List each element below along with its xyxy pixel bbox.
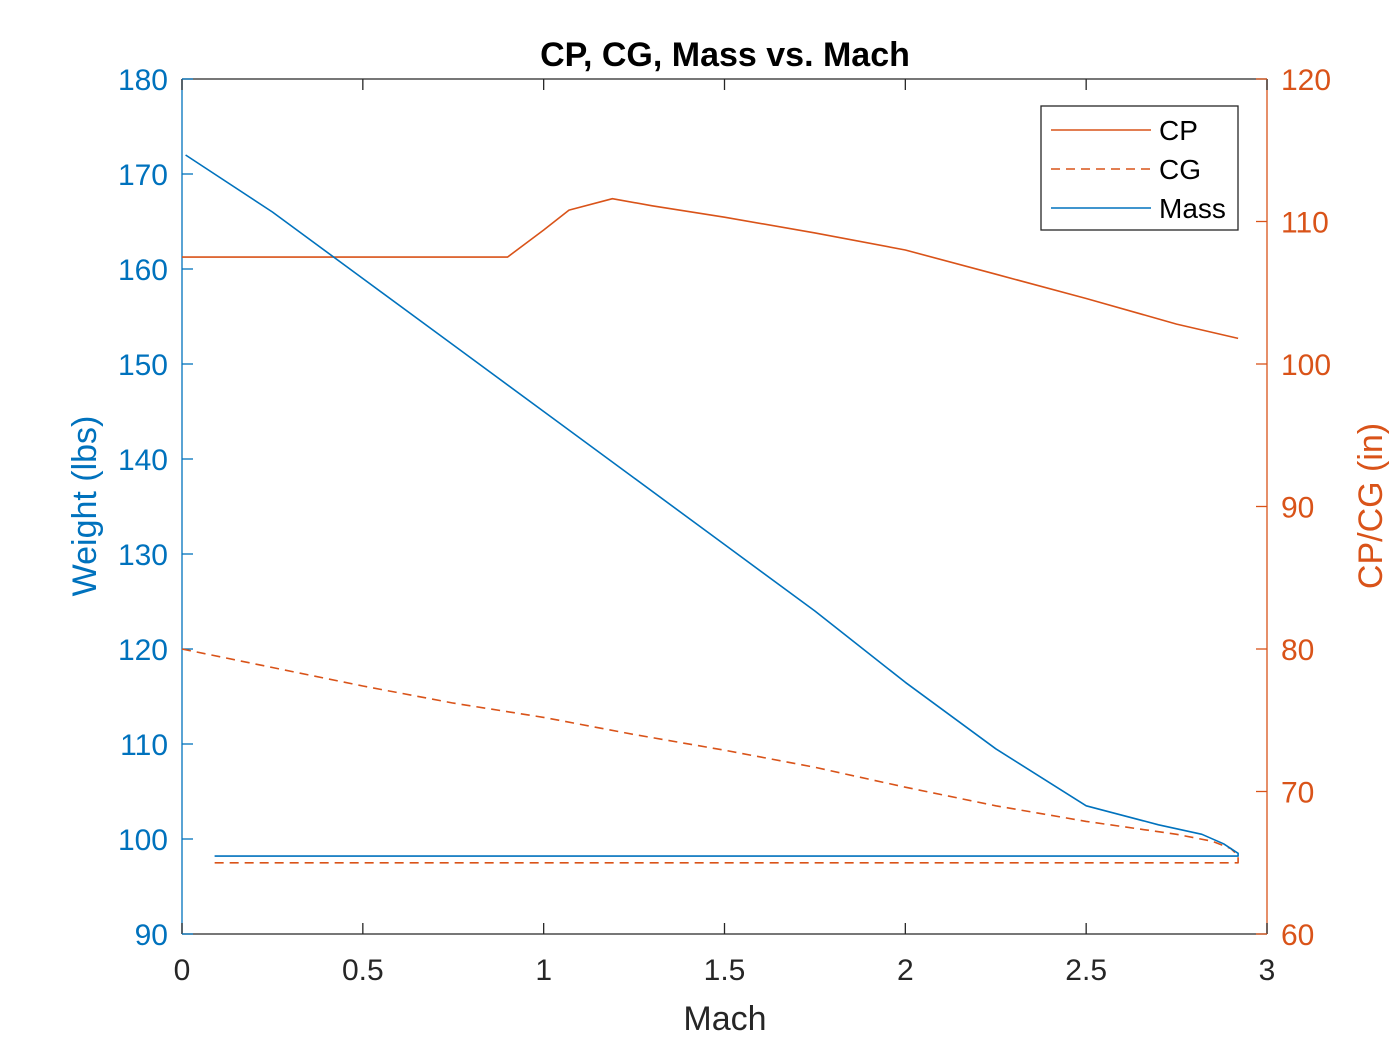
- x-axis-label: Mach: [683, 1000, 766, 1038]
- y-right-tick-label: 70: [1281, 777, 1314, 810]
- y-left-tick-label: 120: [118, 634, 168, 667]
- y-left-tick-label: 140: [118, 444, 168, 477]
- series-line-cp: [182, 197, 1239, 340]
- y-right-tick-label: 100: [1281, 349, 1331, 382]
- legend-label-cg: CG: [1159, 154, 1201, 185]
- y-left-tick-label: 150: [118, 349, 168, 382]
- legend-label-cp: CP: [1159, 115, 1198, 146]
- x-tick-label: 3: [1259, 954, 1276, 987]
- x-tick-label: 1.5: [704, 954, 746, 987]
- x-tick-label: 1: [535, 954, 552, 987]
- y-left-tick-label: 180: [118, 64, 168, 97]
- legend-box: [1040, 105, 1239, 231]
- y-right-tick-label: 110: [1281, 207, 1329, 240]
- data-series: [181, 154, 1239, 864]
- y-right-tick-label: 90: [1281, 492, 1314, 525]
- y-left-tick-label: 170: [118, 159, 168, 192]
- axes: 0 0.5 1 1.5 2 2.5 3 90 100 110 120 130 140 150 160 170 1…: [118, 64, 1331, 987]
- y-right-tick-label: 80: [1281, 634, 1314, 667]
- y-left-axis-label: Weight (lbs): [66, 416, 104, 597]
- x-tick-label: 2: [897, 954, 914, 987]
- y-right-tick-label: 120: [1281, 64, 1331, 97]
- y-right-tick-label: 60: [1281, 919, 1314, 952]
- y-right-axis-label: CP/CG (in): [1352, 423, 1390, 589]
- y-left-tick-label: 110: [120, 729, 168, 762]
- y-left-tick-label: 130: [118, 539, 168, 572]
- series-line-cg: [181, 648, 1239, 864]
- x-tick-label: 0: [174, 954, 191, 987]
- legend-label-mass: Mass: [1159, 193, 1226, 224]
- y-left-tick-label: 160: [118, 254, 168, 287]
- x-tick-label: 2.5: [1065, 954, 1107, 987]
- x-tick-label: 0.5: [342, 954, 384, 987]
- chart-title: CP, CG, Mass vs. Mach: [540, 36, 910, 74]
- y-left-tick-label: 100: [118, 824, 168, 857]
- legend: CP CG Mass: [1040, 105, 1239, 231]
- series-line-mass: [185, 154, 1239, 857]
- y-left-tick-label: 90: [135, 919, 168, 952]
